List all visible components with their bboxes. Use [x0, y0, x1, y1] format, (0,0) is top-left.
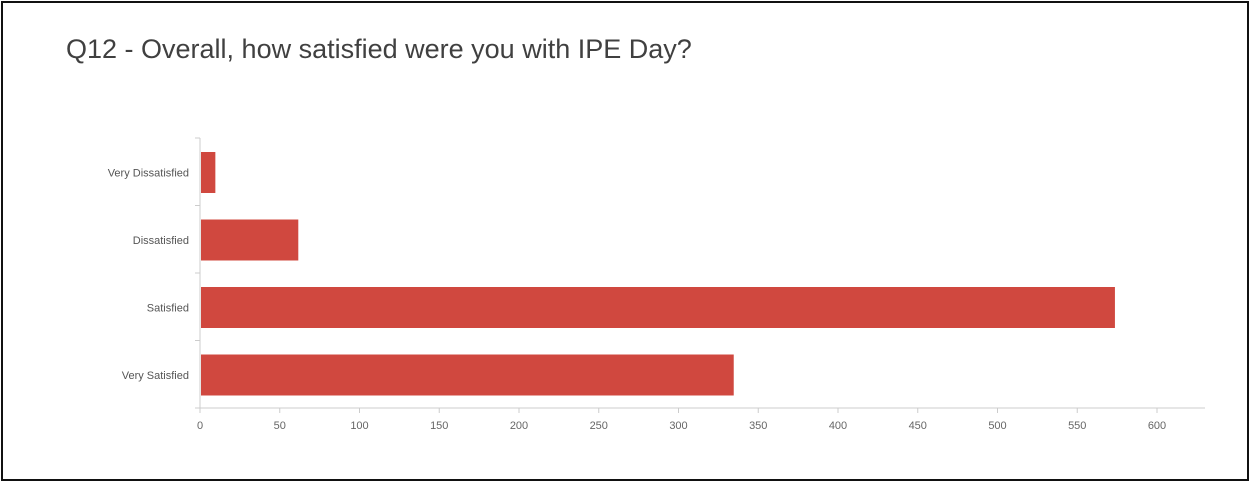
- bar-dissatisfied[interactable]: [201, 219, 299, 261]
- category-label: Satisfied: [147, 303, 189, 315]
- x-tick-label: 150: [430, 420, 448, 432]
- chart-title: Q12 - Overall, how satisfied were you wi…: [66, 34, 692, 64]
- x-axis-ticks: 0 50 100 150 200 250 300 350 400 450 500 550 600: [197, 408, 1166, 432]
- x-tick-label: 300: [669, 420, 687, 432]
- x-tick-label: 500: [988, 420, 1006, 432]
- category-label: Very Dissatisfied: [108, 168, 189, 180]
- bar-very-dissatisfied[interactable]: [201, 152, 216, 193]
- x-tick-label: 100: [350, 420, 368, 432]
- chart-axes: [195, 137, 1205, 409]
- x-tick-label: 400: [829, 420, 847, 432]
- x-tick-label: 450: [909, 420, 927, 432]
- x-tick-label: 0: [197, 420, 203, 432]
- x-tick-label: 250: [590, 420, 608, 432]
- y-axis-labels: Very Dissatisfied Dissatisfied Satisfied Ve…: [108, 168, 189, 383]
- x-tick-label: 550: [1068, 420, 1086, 432]
- category-label: Dissatisfied: [133, 235, 189, 247]
- chart-bars: [201, 152, 1115, 396]
- x-tick-label: 50: [274, 420, 286, 432]
- bar-satisfied[interactable]: [201, 287, 1115, 328]
- x-tick-label: 350: [749, 420, 767, 432]
- category-label: Very Satisfied: [122, 370, 189, 382]
- bar-very-satisfied[interactable]: [201, 354, 734, 396]
- x-tick-label: 200: [510, 420, 528, 432]
- x-tick-label: 600: [1148, 420, 1166, 432]
